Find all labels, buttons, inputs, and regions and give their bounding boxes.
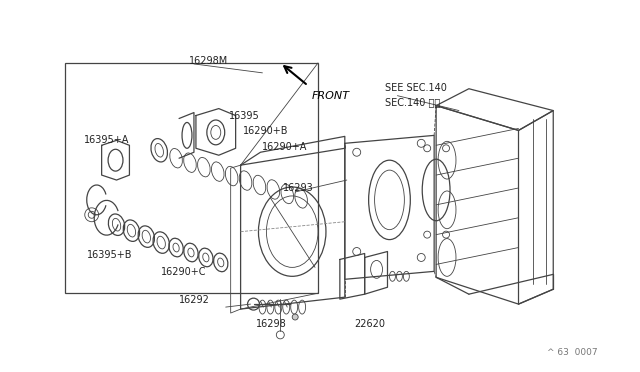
Text: SEC.140 参照: SEC.140 参照 — [385, 97, 440, 107]
Ellipse shape — [292, 314, 298, 320]
Text: 16395+A: 16395+A — [84, 135, 129, 145]
Bar — [65, 63, 318, 293]
Text: 16290+A: 16290+A — [262, 142, 308, 152]
Text: 16395+B: 16395+B — [87, 250, 132, 260]
Text: 16290+C: 16290+C — [161, 267, 207, 278]
Text: 22620: 22620 — [355, 319, 386, 329]
Text: 16298: 16298 — [255, 319, 286, 329]
Text: ^ 63  0007: ^ 63 0007 — [547, 348, 598, 357]
Text: SEE SEC.140: SEE SEC.140 — [385, 83, 446, 93]
Text: 16298M: 16298M — [189, 56, 228, 66]
Text: FRONT: FRONT — [312, 91, 350, 101]
Text: 16292: 16292 — [179, 295, 210, 305]
Text: 16293: 16293 — [284, 183, 314, 193]
Text: 16290+B: 16290+B — [243, 126, 288, 137]
Text: 16395: 16395 — [228, 110, 259, 121]
